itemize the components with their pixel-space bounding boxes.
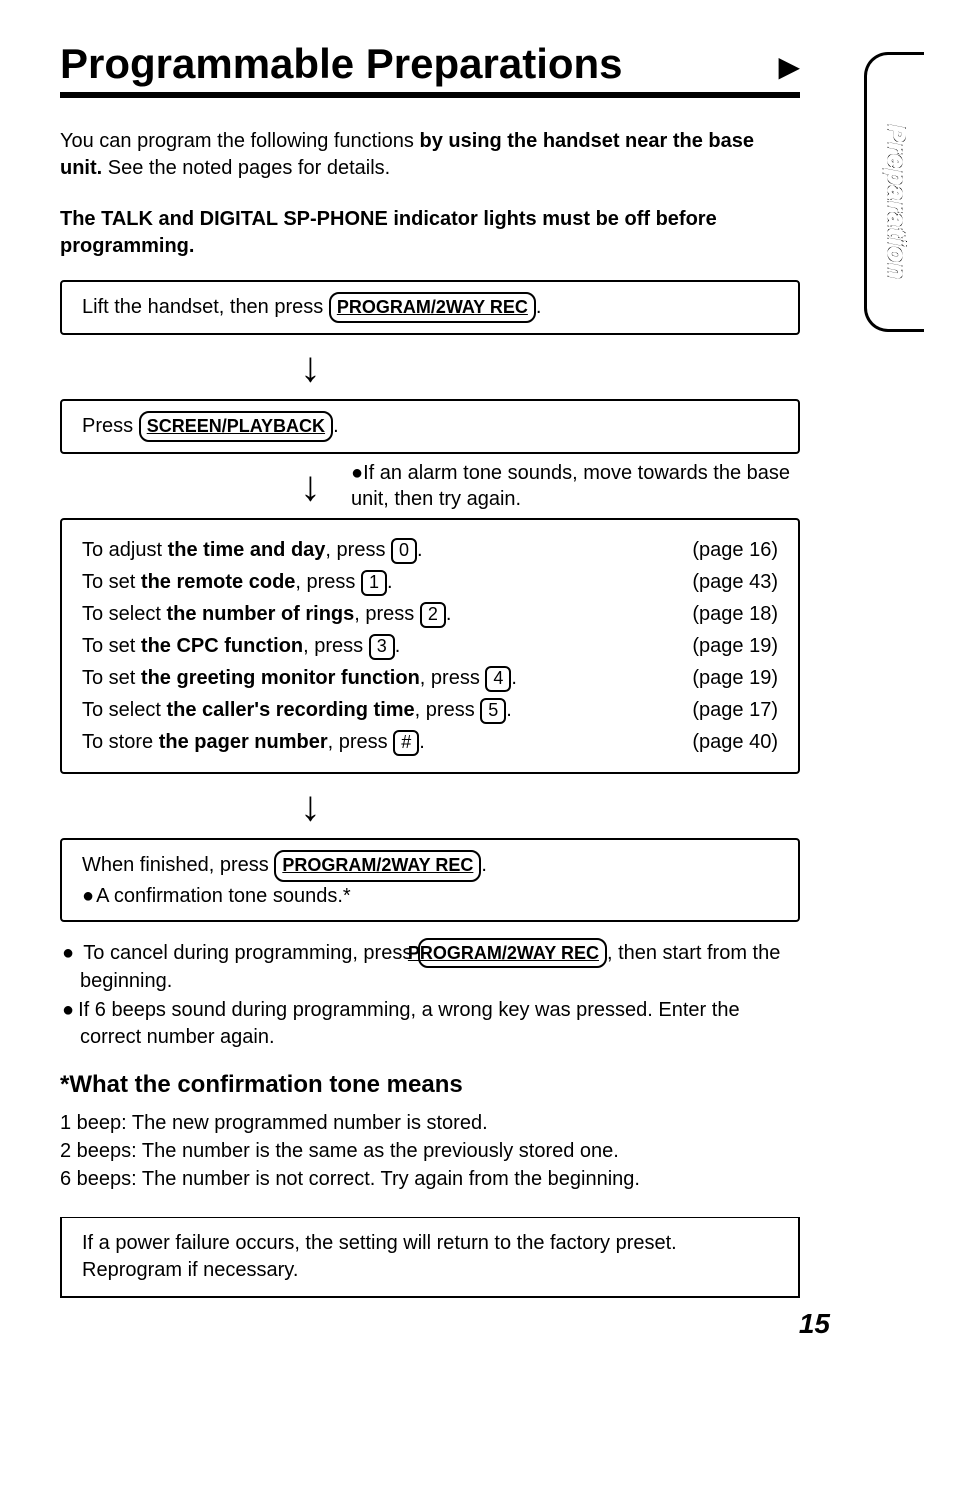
program-2way-rec-button-label: PROGRAM/2WAY REC [274,850,481,881]
option-text: To select the caller's recording time, p… [82,696,512,724]
option-text: To set the CPC function, press 3. [82,632,400,660]
intro-text-c: See the noted pages for details. [102,157,390,179]
cancel-note-1: To cancel during programming, press PROG… [60,938,800,995]
cancel-notes: To cancel during programming, press PROG… [60,938,800,1051]
down-arrow-icon: ↓ [300,465,321,507]
cancel-note-2: If 6 beeps sound during programming, a w… [60,997,800,1051]
option-text: To set the greeting monitor function, pr… [82,664,517,692]
page-title: Programmable Preparations [60,40,623,88]
key-label: # [393,730,419,756]
cancel-1a: To cancel during programming, press [83,942,418,964]
key-label: 5 [480,698,506,724]
arrow-3: ↓ [60,782,800,830]
intro-text-a: You can program the following functions [60,130,419,152]
program-2way-rec-button-label: PROGRAM/2WAY REC [418,938,607,968]
title-row: Programmable Preparations ▶ [60,40,800,92]
confirmation-note: A confirmation tone sounds.* [82,882,778,910]
title-underline [60,92,800,98]
step-2-prefix: Press [82,415,139,437]
step-4-prefix: When finished, press [82,854,274,876]
page-number: 15 [60,1308,830,1340]
beep-list: 1 beep: The new programmed number is sto… [60,1109,800,1193]
screen-playback-button-label: SCREEN/PLAYBACK [139,411,333,442]
intro-paragraph: You can program the following functions … [60,128,800,182]
key-label: 2 [420,602,446,628]
option-row: To select the number of rings, press 2. (… [82,600,778,628]
option-page-ref: (page 40) [692,728,778,756]
step-1-suffix: . [536,296,542,318]
option-text: To set the remote code, press 1. [82,568,393,596]
confirmation-heading: *What the confirmation tone means [60,1071,800,1099]
step-4-box: When finished, press PROGRAM/2WAY REC. A… [60,838,800,921]
alarm-note: ●If an alarm tone sounds, move towards t… [351,460,800,512]
option-row: To store the pager number, press #. (page… [82,728,778,756]
step-2-suffix: . [333,415,339,437]
continue-arrow-icon: ▶ [778,50,800,83]
power-failure-note: If a power failure occurs, the setting w… [60,1217,800,1298]
key-label: 0 [391,538,417,564]
alarm-note-text: If an alarm tone sounds, move towards th… [351,462,790,510]
down-arrow-icon: ↓ [300,346,321,388]
side-tab-label: Preparation [882,125,910,280]
side-tab: Preparation [864,52,924,332]
key-label: 1 [361,570,387,596]
option-text: To adjust the time and day, press 0. [82,536,423,564]
step-1-box: Lift the handset, then press PROGRAM/2WA… [60,280,800,335]
beep-row: 6 beeps: The number is not correct. Try … [60,1165,800,1193]
beep-row: 2 beeps: The number is the same as the p… [60,1137,800,1165]
option-row: To set the CPC function, press 3. (page 1… [82,632,778,660]
step-2-box: Press SCREEN/PLAYBACK. [60,399,800,454]
beep-row: 1 beep: The new programmed number is sto… [60,1109,800,1137]
option-row: To set the greeting monitor function, pr… [82,664,778,692]
warning-text: The TALK and DIGITAL SP-PHONE indicator … [60,206,800,260]
key-label: 4 [485,666,511,692]
option-page-ref: (page 18) [692,600,778,628]
option-page-ref: (page 19) [692,632,778,660]
option-row: To select the caller's recording time, p… [82,696,778,724]
option-page-ref: (page 17) [692,696,778,724]
option-page-ref: (page 19) [692,664,778,692]
option-text: To store the pager number, press #. [82,728,425,756]
arrow-1: ↓ [60,343,800,391]
main-content: Programmable Preparations ▶ You can prog… [60,40,800,1298]
option-page-ref: (page 43) [692,568,778,596]
arrow-2: ↓ ●If an alarm tone sounds, move towards… [60,462,800,510]
option-page-ref: (page 16) [692,536,778,564]
option-row: To adjust the time and day, press 0. (pag… [82,536,778,564]
step-1-prefix: Lift the handset, then press [82,296,329,318]
key-label: 3 [369,634,395,660]
program-2way-rec-button-label: PROGRAM/2WAY REC [329,292,536,323]
option-row: To set the remote code, press 1. (page 43… [82,568,778,596]
option-text: To select the number of rings, press 2. [82,600,451,628]
down-arrow-icon: ↓ [300,785,321,827]
step-4-suffix: . [481,854,487,876]
options-box: To adjust the time and day, press 0. (pag… [60,518,800,774]
